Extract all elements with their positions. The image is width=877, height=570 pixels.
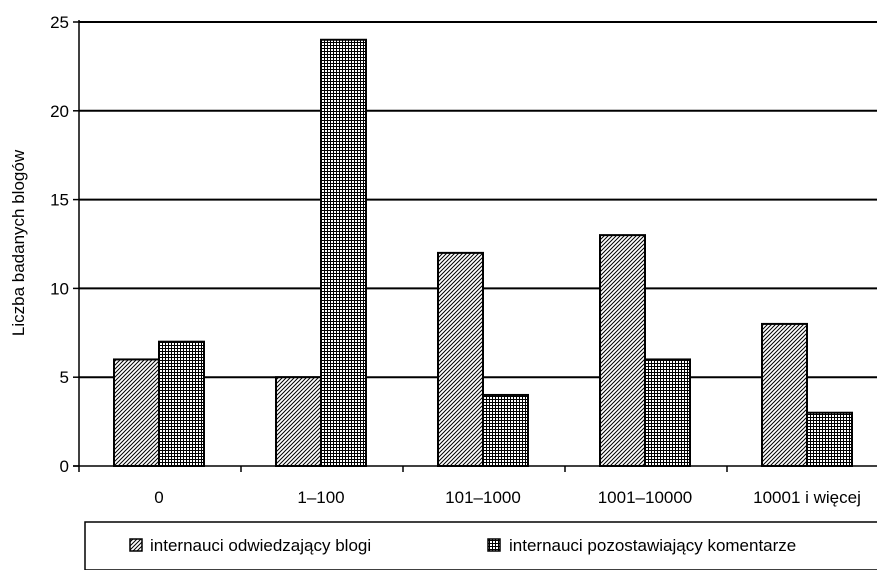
gridlines <box>79 21 877 379</box>
legend-swatch-series-2 <box>487 538 501 552</box>
y-tick-label: 15 <box>50 191 69 210</box>
y-axis-title: Liczba badanych blogów <box>9 149 28 336</box>
legend-box <box>84 521 877 570</box>
legend: internauci odwiedzający blogi internauci… <box>84 521 877 570</box>
x-tick-label: 101–1000 <box>445 488 521 507</box>
bars <box>113 38 853 468</box>
y-tick-label: 10 <box>50 279 69 298</box>
axes <box>73 20 877 472</box>
bar-series-1-4 <box>761 322 808 468</box>
y-tick-label: 20 <box>50 102 69 121</box>
legend-label-series-1: internauci odwiedzający blogi <box>150 536 371 555</box>
bar-series-1-3 <box>599 234 646 467</box>
bar-series-1-2 <box>437 251 484 467</box>
bar-series-2-0 <box>158 340 205 467</box>
bar-series-2-2 <box>482 393 529 467</box>
x-tick-labels: 0 1–100 101–1000 1001–10000 10001 i więcej <box>154 488 861 507</box>
y-tick-label: 0 <box>60 457 69 476</box>
legend-swatch-series-1 <box>129 538 143 552</box>
y-tick-label: 25 <box>50 13 69 32</box>
x-tick-label: 10001 i więcej <box>753 488 861 507</box>
bar-series-1-0 <box>113 358 160 467</box>
x-tick-label: 0 <box>154 488 163 507</box>
x-tick-label: 1001–10000 <box>598 488 693 507</box>
bar-series-2-1 <box>320 38 367 467</box>
bar-series-2-3 <box>644 358 691 467</box>
x-tick-label: 1–100 <box>297 488 344 507</box>
bar-series-2-4 <box>806 411 853 467</box>
legend-label-series-2: internauci pozostawiający komentarze <box>509 536 796 555</box>
bar-series-1-1 <box>275 376 322 468</box>
y-tick-labels: 0 5 10 15 20 25 <box>50 13 69 476</box>
y-tick-label: 5 <box>60 368 69 387</box>
